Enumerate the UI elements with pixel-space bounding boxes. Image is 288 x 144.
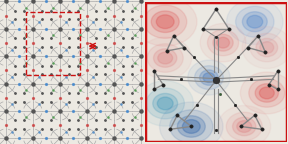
Ellipse shape bbox=[260, 42, 274, 53]
Ellipse shape bbox=[226, 112, 262, 141]
Ellipse shape bbox=[195, 66, 223, 89]
Ellipse shape bbox=[156, 15, 174, 29]
Ellipse shape bbox=[227, 0, 283, 44]
Ellipse shape bbox=[177, 116, 205, 137]
Ellipse shape bbox=[249, 79, 285, 107]
Ellipse shape bbox=[218, 106, 271, 144]
Ellipse shape bbox=[247, 15, 263, 28]
Ellipse shape bbox=[242, 12, 267, 32]
Ellipse shape bbox=[217, 37, 230, 48]
Ellipse shape bbox=[250, 33, 284, 62]
Ellipse shape bbox=[133, 0, 197, 46]
Ellipse shape bbox=[154, 49, 177, 67]
Ellipse shape bbox=[203, 73, 215, 83]
Ellipse shape bbox=[236, 6, 274, 37]
Ellipse shape bbox=[188, 60, 230, 95]
Ellipse shape bbox=[259, 87, 274, 99]
Ellipse shape bbox=[139, 37, 192, 79]
Ellipse shape bbox=[160, 102, 223, 144]
Ellipse shape bbox=[170, 110, 213, 143]
Ellipse shape bbox=[242, 27, 288, 69]
Ellipse shape bbox=[137, 81, 194, 126]
Bar bbox=[26, 12, 80, 75]
Ellipse shape bbox=[237, 121, 252, 132]
Ellipse shape bbox=[255, 84, 278, 102]
Ellipse shape bbox=[157, 97, 173, 110]
Ellipse shape bbox=[147, 44, 183, 72]
Ellipse shape bbox=[182, 120, 200, 133]
Ellipse shape bbox=[240, 72, 288, 114]
Ellipse shape bbox=[158, 52, 173, 64]
Ellipse shape bbox=[233, 117, 256, 136]
Ellipse shape bbox=[144, 5, 187, 38]
Ellipse shape bbox=[153, 93, 178, 113]
Ellipse shape bbox=[200, 23, 246, 62]
Ellipse shape bbox=[146, 88, 184, 119]
Ellipse shape bbox=[200, 70, 218, 85]
Ellipse shape bbox=[213, 34, 233, 51]
Ellipse shape bbox=[151, 11, 179, 32]
Ellipse shape bbox=[256, 38, 278, 57]
Ellipse shape bbox=[207, 30, 239, 56]
